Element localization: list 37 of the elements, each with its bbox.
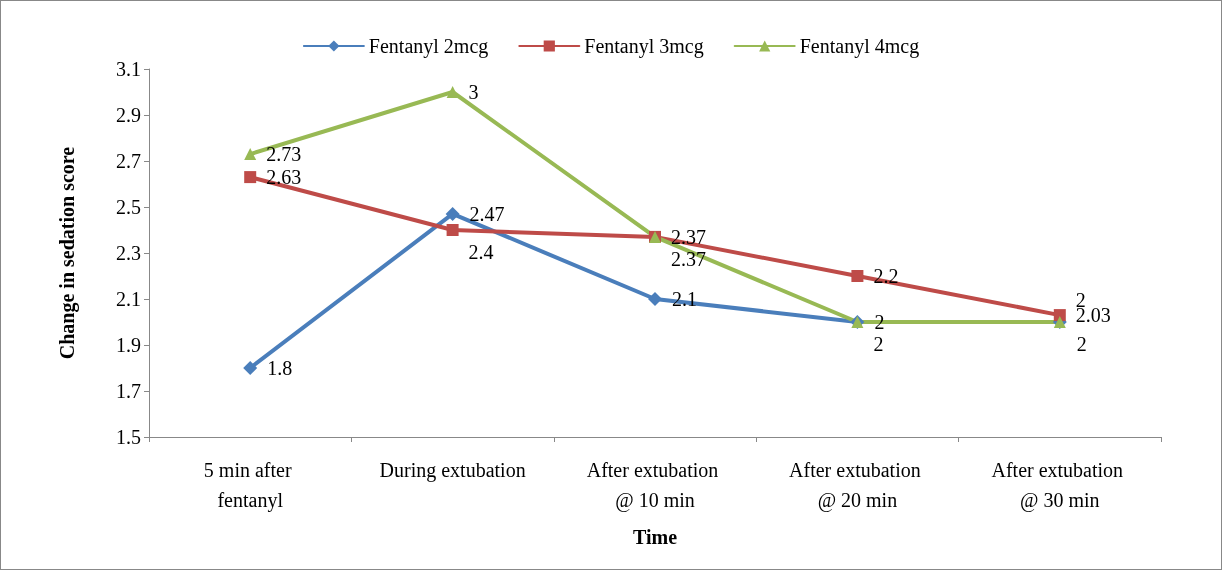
data-label: 2.37 — [671, 247, 706, 270]
y-tick-label: 1.5 — [116, 426, 141, 448]
x-tick-label: After extubation @ 10 min — [586, 459, 724, 512]
legend-label: Fentanyl 4mcg — [799, 35, 920, 58]
y-tick-label: 2.5 — [116, 196, 141, 218]
point — [446, 224, 459, 236]
y-tick-label: 3.1 — [116, 58, 141, 80]
data-label: 3 — [468, 81, 479, 103]
y-tick-label: 2.1 — [116, 288, 141, 310]
x-axis-title: Time — [632, 526, 678, 548]
legend-label: Fentanyl 2mcg — [368, 35, 489, 58]
point — [1053, 309, 1066, 322]
point — [648, 292, 662, 306]
data-label: 2.63 — [266, 166, 302, 189]
point — [851, 270, 864, 282]
x-tick-label: During extubation — [379, 459, 526, 482]
data-label: 2.47 — [469, 202, 505, 225]
y-tick-label: 2.9 — [116, 104, 141, 126]
data-label: 2 — [1076, 333, 1087, 355]
point — [243, 361, 258, 375]
x-tick-label: After extubation @ 30 min — [991, 459, 1129, 512]
y-tick-label: 2.3 — [116, 242, 141, 264]
point — [446, 86, 459, 98]
x-tick-label: 5 min after fentanyl — [203, 459, 297, 512]
y-tick-label: 2.7 — [116, 150, 141, 172]
point — [244, 171, 257, 184]
point — [244, 148, 257, 161]
data-label: 2.4 — [468, 241, 494, 263]
y-axis-title: Change in sedation score — [56, 146, 79, 360]
point — [445, 206, 460, 221]
data-label: 2 — [873, 333, 884, 355]
data-label: 1.8 — [267, 357, 293, 379]
y-tick-label: 1.7 — [116, 380, 141, 402]
legend-label: Fentanyl 3mcg — [584, 35, 704, 58]
y-tick-label: 1.9 — [116, 334, 141, 356]
x-tick-label: After extubation @ 20 min — [789, 459, 926, 512]
data-label: 2.73 — [266, 143, 302, 166]
